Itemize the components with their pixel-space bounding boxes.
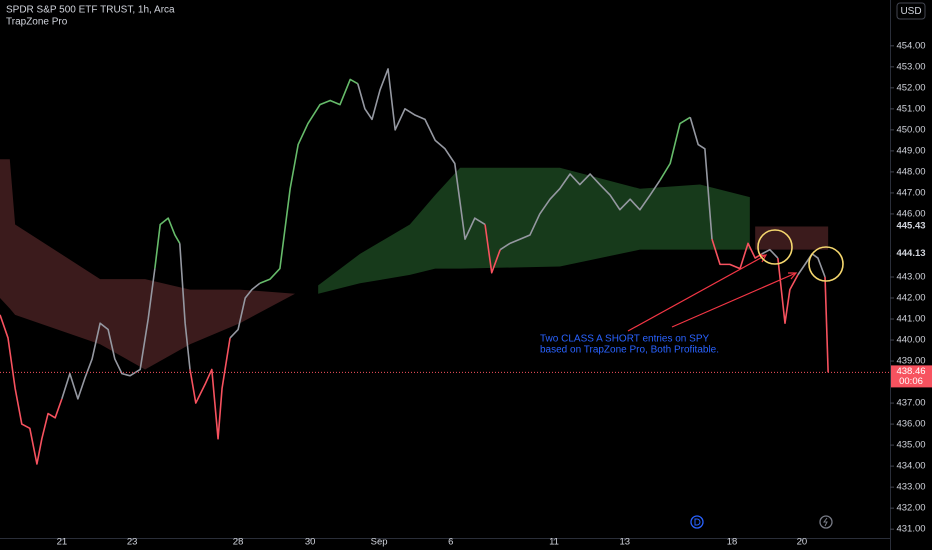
y-tick-label: 439.00 xyxy=(896,356,925,367)
last-price-box xyxy=(891,365,932,388)
annotation-arrows xyxy=(627,229,844,332)
event-icon[interactable] xyxy=(819,515,833,529)
y-tick-label: 453.00 xyxy=(896,61,925,72)
price-line xyxy=(154,217,181,269)
x-tick-label: 20 xyxy=(797,537,808,548)
y-tick-label: 443.00 xyxy=(896,272,925,283)
arrow-head xyxy=(788,272,798,280)
currency[interactable]: USD xyxy=(900,6,921,17)
y-tick-label: 440.00 xyxy=(896,335,925,346)
y-tick-label: 449.00 xyxy=(896,145,925,156)
price-line xyxy=(259,78,359,285)
event-icon-glyph xyxy=(823,517,828,527)
price-line xyxy=(484,224,501,274)
price-line xyxy=(659,116,691,181)
x-tick-label: 21 xyxy=(57,537,68,548)
price-line xyxy=(689,117,713,240)
price-axis: 431.00 432.00 433.00 434.00 435.00 436.00 437.… xyxy=(890,40,932,535)
x-tick-label: 30 xyxy=(305,537,316,548)
y-tick-label: 447.00 xyxy=(896,187,925,198)
price-line xyxy=(761,248,779,259)
y-tick-label: 431.00 xyxy=(896,524,925,535)
y-tick-label: 448.00 xyxy=(896,166,925,177)
y-tick-label: 442.00 xyxy=(896,293,925,304)
price-line xyxy=(711,238,763,270)
x-tick-label: 13 xyxy=(619,537,630,548)
arrow xyxy=(627,254,767,332)
y-tick-label: 432.00 xyxy=(896,503,925,514)
y-tick-label: 454.00 xyxy=(896,40,925,51)
y-tick-label: 435.00 xyxy=(896,440,925,451)
price-line xyxy=(499,173,661,251)
y-tick-label: 433.00 xyxy=(896,482,925,493)
bands xyxy=(0,159,829,370)
time-axis: 21 23 28 30 Sep 6 11 13 18 20 xyxy=(57,537,808,548)
currency-box[interactable] xyxy=(896,2,926,20)
price-line xyxy=(0,314,63,465)
annotation-line: based on TrapZone Pro, Both Profitable. xyxy=(540,345,719,356)
price-label-box xyxy=(891,219,932,232)
x-tick-label: 23 xyxy=(127,537,138,548)
price-line xyxy=(61,268,156,400)
arrow xyxy=(671,272,797,328)
y-tick-label: 446.00 xyxy=(896,208,925,219)
price-line xyxy=(189,337,231,440)
y-tick-label: 436.00 xyxy=(896,419,925,430)
highlight-circle xyxy=(808,246,844,282)
x-tick-label: 18 xyxy=(727,537,738,548)
price-line xyxy=(357,68,486,240)
x-tick-label: 28 xyxy=(233,537,244,548)
last-price-label: 438.46 xyxy=(896,366,925,377)
y-tick-label: 437.00 xyxy=(896,398,925,409)
dividend-icon[interactable] xyxy=(690,515,704,529)
symbol-title: SPDR S&P 500 ETF TRUST, 1h, Arca xyxy=(6,5,175,16)
cloud-band xyxy=(0,159,296,370)
price-lines xyxy=(0,68,890,465)
y-tick-label: 452.00 xyxy=(896,82,925,93)
y-tick-label: 451.00 xyxy=(896,103,925,114)
dividend-icon-glyph xyxy=(694,518,701,526)
price-label: 444.13 xyxy=(896,248,925,259)
price-label: 445.43 xyxy=(896,220,925,231)
price-line xyxy=(178,243,191,370)
price-line xyxy=(824,276,829,373)
y-tick-label: 434.00 xyxy=(896,461,925,472)
x-tick-label: 6 xyxy=(448,537,453,548)
price-line xyxy=(229,282,261,339)
x-tick-label: Sep xyxy=(371,537,388,548)
cloud-band xyxy=(755,226,829,250)
y-tick-label: 450.00 xyxy=(896,124,925,135)
x-tick-label: 11 xyxy=(549,537,559,548)
y-tick-label: 441.00 xyxy=(896,314,925,325)
price-line xyxy=(777,257,799,325)
indicator-name: TrapZone Pro xyxy=(6,17,68,28)
price-label-box xyxy=(891,247,932,260)
highlight-circle xyxy=(757,229,793,265)
annotation-line: Two CLASS A SHORT entries on SPY xyxy=(540,334,709,345)
countdown-label: 00:06 xyxy=(899,376,923,387)
cloud-band xyxy=(318,167,750,294)
